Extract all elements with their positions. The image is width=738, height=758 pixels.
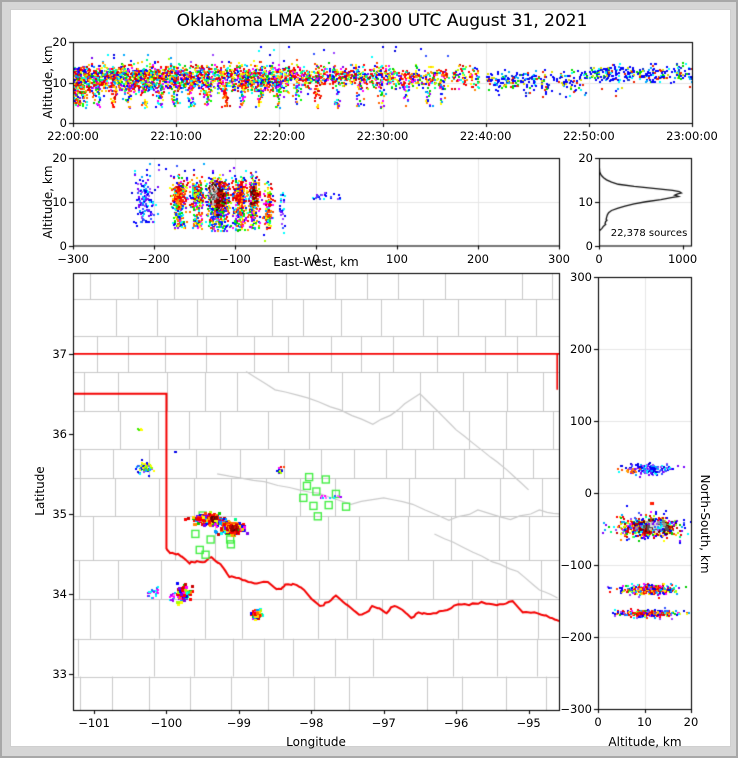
tick-label: −99 — [226, 716, 251, 730]
tick-label: 300 — [548, 251, 570, 266]
tick-label: 0 — [584, 486, 592, 500]
tick-label: 22:30:00 — [356, 129, 409, 143]
tick-label: 1000 — [667, 251, 698, 266]
tick-label: 0 — [312, 251, 320, 266]
tick-label: −100 — [150, 716, 183, 730]
tick-label: −95 — [516, 716, 541, 730]
map-xlabel: Longitude — [286, 735, 346, 749]
chart-title: Oklahoma LMA 2200-2300 UTC August 31, 20… — [176, 11, 588, 31]
tick-label: 36 — [52, 426, 67, 441]
ew-panel-xlabel: East-West, km — [273, 255, 359, 269]
map-ylabel: Latitude — [33, 466, 47, 516]
tick-label: 20 — [52, 35, 67, 49]
tick-label: 22:50:00 — [563, 129, 615, 143]
tick-label: 33 — [52, 666, 67, 681]
tick-label: −98 — [299, 716, 324, 730]
tick-label: 23:00:00 — [666, 129, 718, 143]
tick-label: 0 — [595, 251, 603, 266]
tick-label: −200 — [560, 630, 592, 644]
tick-label: −100 — [560, 558, 592, 572]
tick-label: 0 — [585, 238, 593, 253]
tick-label: −300 — [57, 251, 89, 266]
tick-label: 10 — [52, 75, 67, 90]
tick-label: 300 — [570, 270, 592, 284]
tick-label: 200 — [570, 342, 592, 356]
tick-label: −100 — [219, 251, 251, 266]
ns-panel-ylabel: North-South, km — [698, 474, 712, 574]
tick-label: 10 — [578, 194, 593, 209]
tick-label: 10 — [52, 194, 67, 209]
tick-label: 34 — [52, 586, 67, 601]
tick-label: 0 — [59, 238, 67, 253]
tick-label: 100 — [386, 251, 408, 266]
tick-label: 200 — [467, 251, 489, 266]
tick-label: 22:00:00 — [47, 129, 99, 143]
tick-label: 20 — [683, 715, 699, 729]
tick-label: 0 — [59, 116, 67, 130]
tick-label: 37 — [52, 346, 67, 361]
tick-label: −96 — [444, 716, 469, 730]
tick-label: 20 — [578, 151, 593, 165]
source-count-label: 22,378 sources — [610, 228, 688, 239]
tick-label: 35 — [52, 506, 67, 521]
tick-label: 20 — [52, 151, 67, 165]
tick-label: −200 — [138, 251, 170, 266]
tick-label: 10 — [637, 715, 652, 729]
tick-label: 100 — [570, 414, 592, 428]
tick-label: −97 — [371, 716, 396, 730]
tick-label: 22:40:00 — [459, 129, 512, 143]
tick-label: 0 — [594, 715, 602, 729]
tick-label: 22:10:00 — [150, 129, 202, 143]
tick-label: 22:20:00 — [253, 129, 306, 143]
tick-label: −101 — [78, 716, 110, 730]
tick-label: −300 — [560, 702, 592, 716]
ns-panel-xlabel: Altitude, km — [608, 735, 682, 749]
